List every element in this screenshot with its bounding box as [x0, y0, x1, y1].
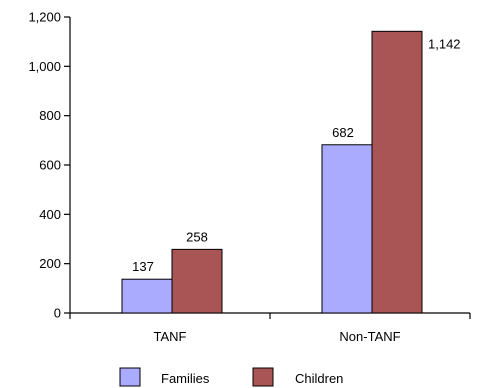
y-tick-label: 0 — [54, 306, 61, 321]
chart-data-labels: 137 682 258 1,142 — [132, 36, 460, 274]
y-tick-label: 600 — [39, 158, 61, 173]
data-label: 1,142 — [428, 36, 461, 51]
legend-swatch-families — [119, 367, 141, 387]
y-tick-label: 400 — [39, 207, 61, 222]
x-tick-label: Non-TANF — [339, 329, 400, 344]
data-label: 682 — [332, 125, 354, 140]
data-label: 137 — [132, 259, 154, 274]
legend-swatch-children — [252, 367, 274, 387]
y-tick-label: 1,000 — [28, 59, 61, 74]
y-tick-label: 800 — [39, 108, 61, 123]
bar-children-non-tanf — [371, 30, 423, 314]
chart-bars — [121, 30, 423, 314]
legend-label-families: Families — [161, 371, 210, 386]
bar-families-tanf — [121, 278, 173, 314]
y-tick-label: 200 — [39, 256, 61, 271]
bar-children-tanf — [171, 248, 223, 314]
x-tick-label: TANF — [154, 329, 187, 344]
chart-axes: 0 200 400 600 800 1,000 1,200 TANF Non-TANF — [28, 10, 471, 344]
bar-families-non-tanf — [321, 144, 373, 314]
y-tick-label: 1,200 — [28, 10, 61, 25]
chart-legend: Families Children — [119, 367, 343, 387]
data-label: 258 — [186, 229, 208, 244]
legend-label-children: Children — [295, 371, 343, 386]
